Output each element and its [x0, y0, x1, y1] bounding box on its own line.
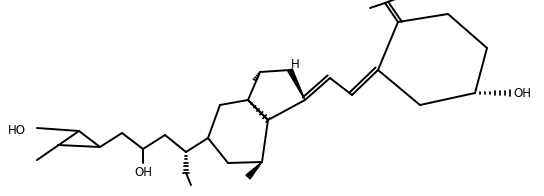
Polygon shape: [246, 162, 262, 179]
Text: OH: OH: [134, 166, 152, 179]
Text: H: H: [290, 58, 299, 72]
Text: HO: HO: [8, 124, 26, 138]
Polygon shape: [288, 69, 305, 100]
Text: OH: OH: [513, 86, 531, 100]
